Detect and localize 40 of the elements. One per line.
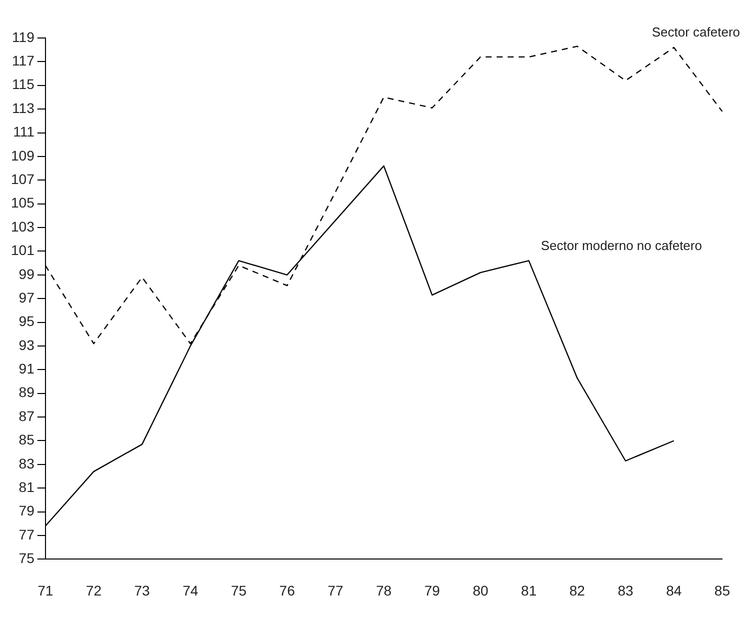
x-tick-label: 81 [521, 582, 537, 598]
y-tick-label: 111 [13, 124, 35, 140]
y-tick-label: 97 [18, 289, 35, 306]
x-tick-label: 85 [714, 582, 730, 598]
y-tick-label: 91 [18, 360, 35, 377]
x-tick-label: 71 [38, 582, 54, 598]
y-tick-label: 101 [11, 242, 35, 258]
y-tick-label: 99 [18, 266, 35, 282]
x-tick-label: 83 [618, 582, 634, 598]
x-tick-label: 84 [666, 582, 682, 598]
x-tick-label: 79 [424, 582, 440, 598]
series-label: Sector cafetero [652, 24, 740, 40]
y-tick-label: 107 [11, 171, 35, 188]
series-label: Sector moderno no cafetero [540, 238, 702, 253]
y-tick-label: 79 [18, 502, 35, 519]
x-tick-label: 75 [230, 582, 247, 598]
y-tick-label: 109 [11, 147, 35, 164]
y-tick-label: 87 [18, 408, 35, 424]
x-tick-label: 78 [376, 582, 392, 598]
x-tick-label: 80 [472, 582, 488, 598]
y-tick-label: 119 [12, 28, 35, 45]
y-tick-label: 85 [18, 432, 35, 448]
x-tick-label: 82 [569, 582, 586, 598]
x-tick-label: 72 [86, 582, 102, 598]
x-tick-label: 74 [182, 582, 198, 598]
y-tick-label: 103 [11, 218, 35, 234]
y-tick-label: 95 [18, 313, 35, 330]
y-tick-label: 77 [18, 526, 35, 542]
y-tick-label: 117 [12, 52, 35, 69]
y-tick-label: 89 [18, 384, 35, 400]
y-tick-label: 75 [18, 550, 35, 566]
x-tick-label: 73 [134, 582, 150, 598]
x-tick-label: 76 [279, 582, 296, 598]
y-tick-label: 93 [18, 336, 35, 353]
y-tick-label: 81 [18, 478, 35, 495]
x-tick-label: 77 [328, 582, 344, 598]
y-tick-label: 113 [12, 100, 35, 116]
y-tick-label: 83 [18, 455, 35, 472]
y-tick-label: 115 [12, 76, 35, 92]
y-tick-label: 105 [11, 194, 35, 211]
